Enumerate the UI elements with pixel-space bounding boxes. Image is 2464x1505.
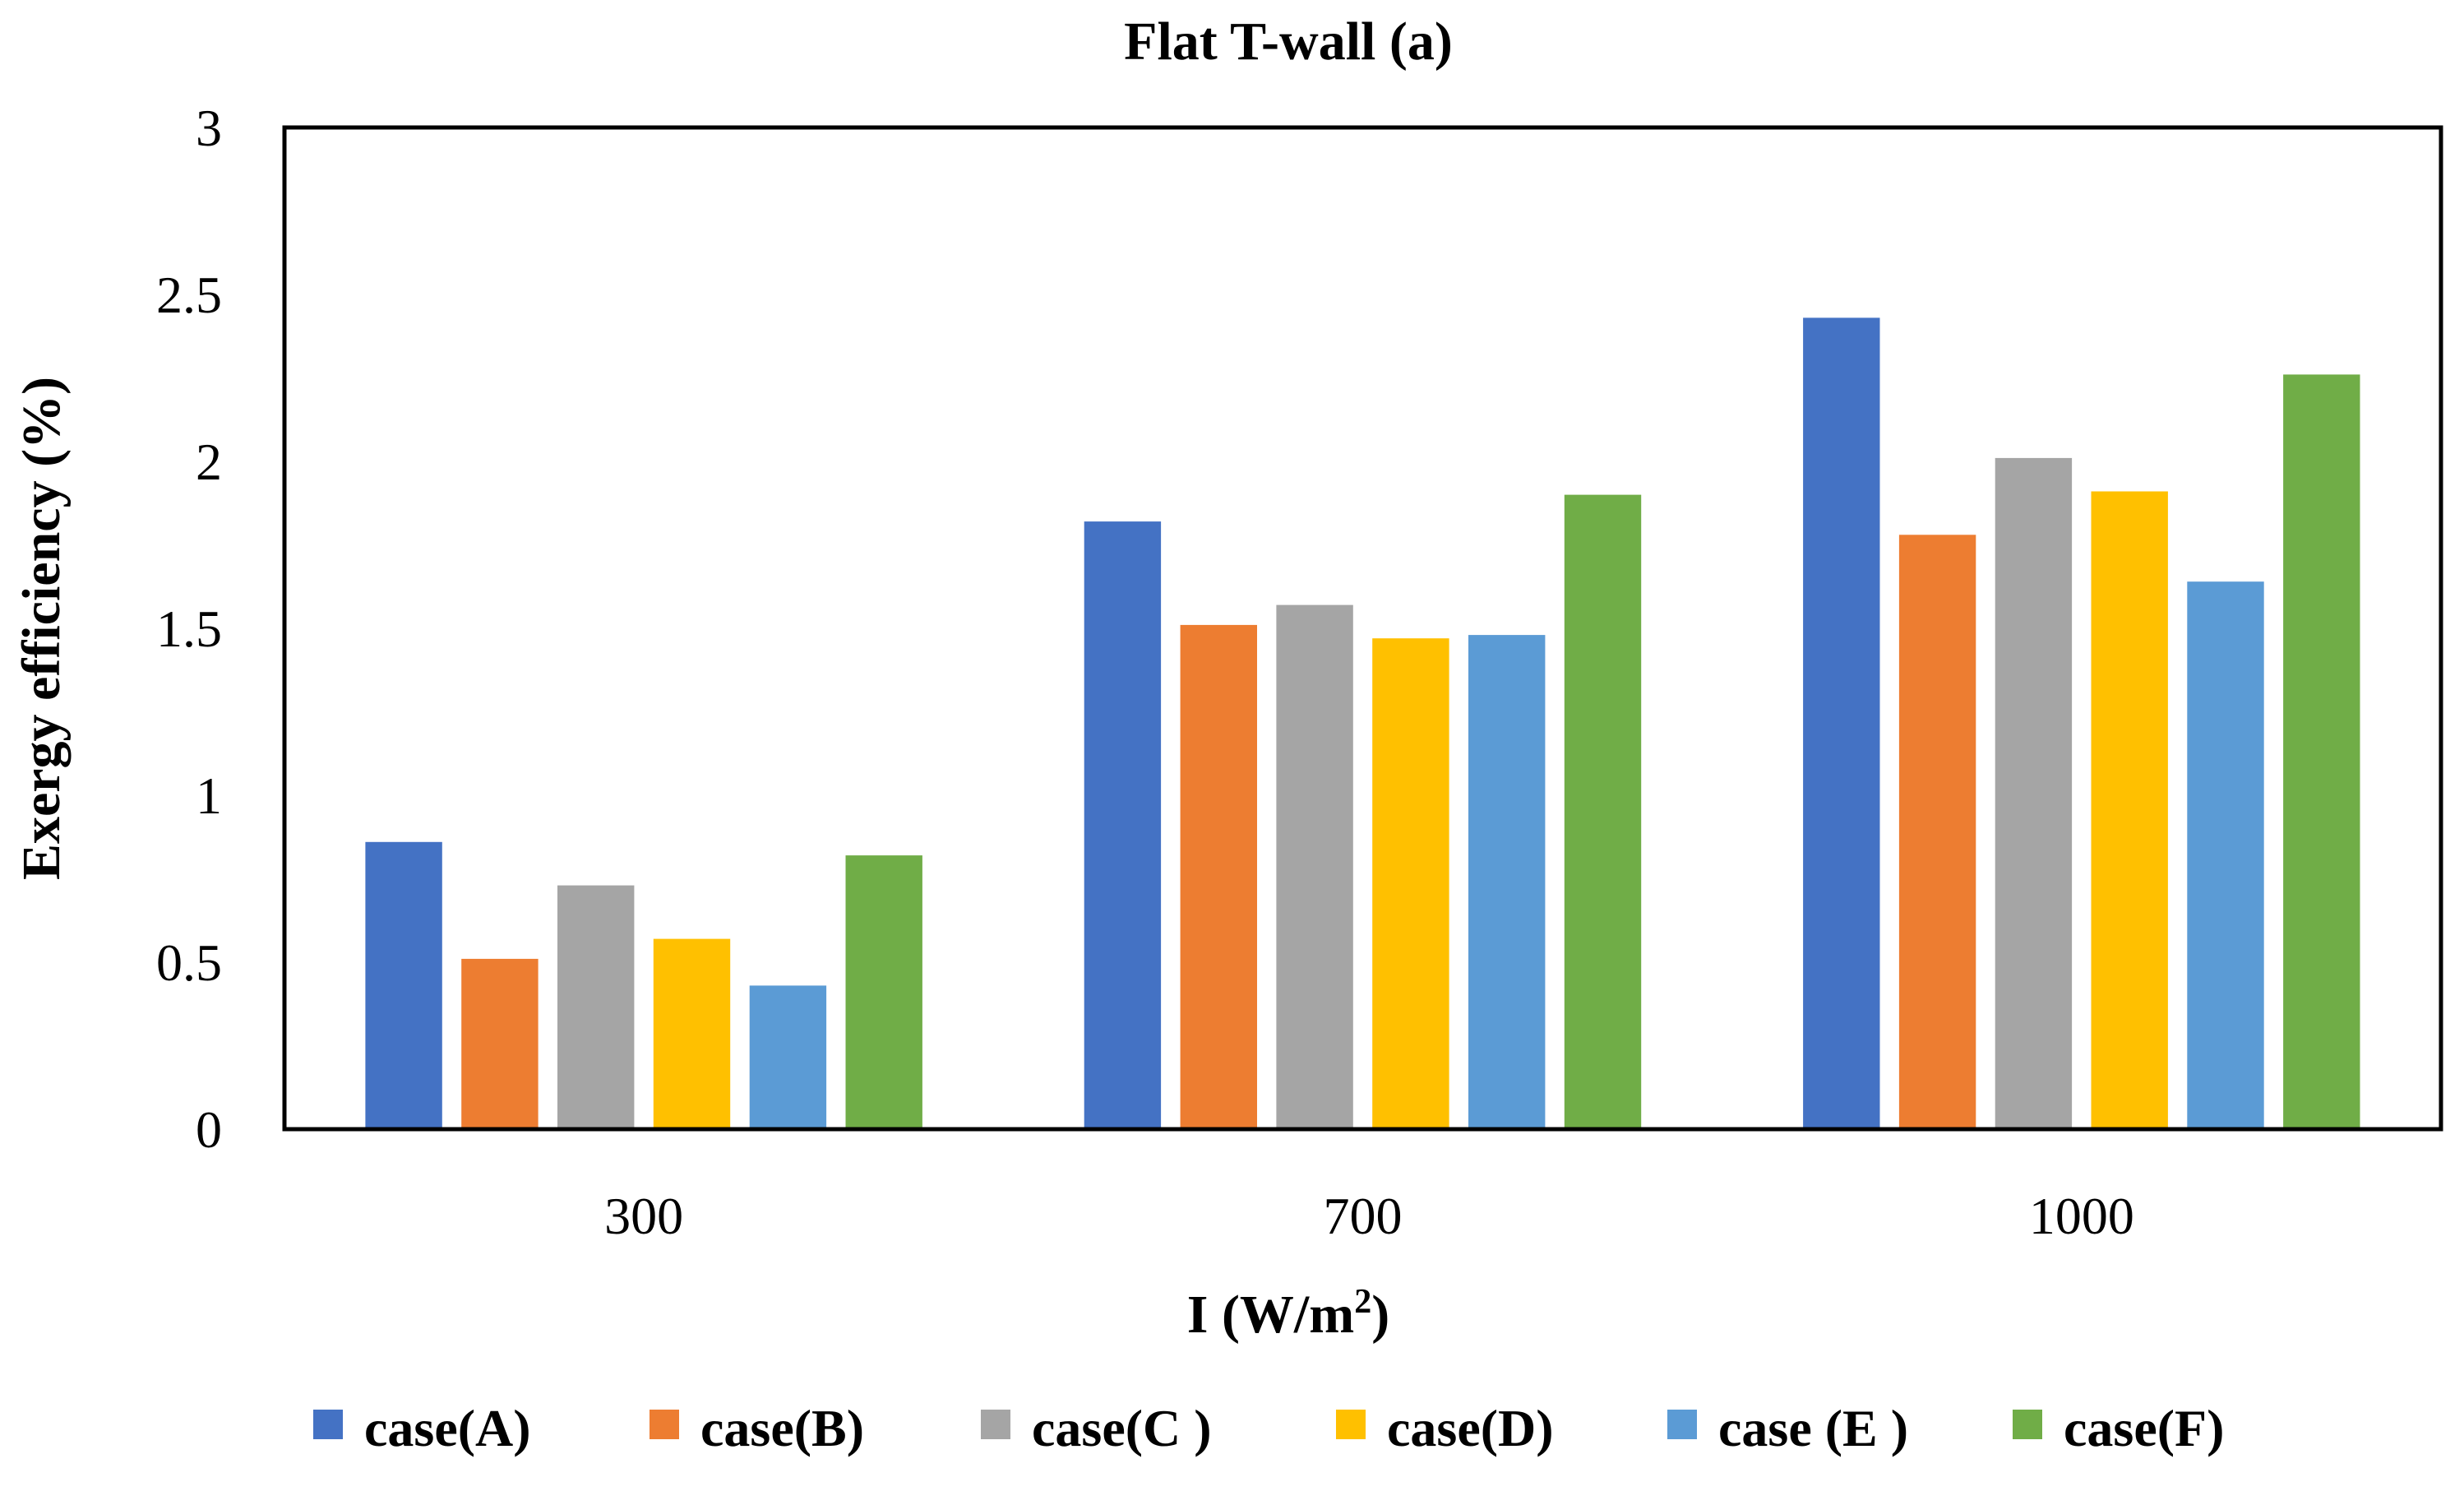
legend-swatch <box>1667 1410 1697 1439</box>
bar <box>365 841 442 1129</box>
legend-label: case(B) <box>700 1399 864 1457</box>
legend: case(A) case(B) case(C ) case(D) case (E ) ca… <box>313 1399 2224 1457</box>
legend-label: case(A) <box>364 1399 531 1457</box>
y-axis-label: Exergy efficiency (%) <box>12 377 72 880</box>
bar <box>2283 374 2360 1129</box>
legend-item: case(B) <box>650 1399 864 1457</box>
bar <box>1468 635 1546 1129</box>
bars <box>365 317 2360 1129</box>
x-axis-label: I (W/m2) <box>1187 1283 1389 1345</box>
bar <box>845 855 922 1129</box>
x-axis-label-main: I (W/m <box>1187 1285 1354 1345</box>
y-tick-label: 2 <box>196 433 222 491</box>
bar <box>1372 638 1449 1129</box>
legend-label: case(D) <box>1387 1399 1554 1457</box>
x-tick-label: 1000 <box>2029 1187 2134 1245</box>
legend-item: case (E ) <box>1667 1399 1908 1457</box>
bar <box>461 958 539 1129</box>
chart-title: Flat T-wall (a) <box>1124 12 1453 72</box>
bar <box>1995 457 2073 1129</box>
legend-item: case(C ) <box>981 1399 1212 1457</box>
y-tick-label: 3 <box>196 99 222 157</box>
y-tick-label: 0 <box>196 1100 222 1159</box>
bar <box>1276 604 1353 1129</box>
legend-item: case(A) <box>313 1399 531 1457</box>
bar <box>1803 317 1880 1129</box>
y-tick-label: 1.5 <box>156 600 222 658</box>
x-axis-label-superscript: 2 <box>1354 1283 1371 1321</box>
legend-label: case(F) <box>2064 1399 2224 1457</box>
x-tick-labels: 300 700 1000 <box>604 1187 2134 1245</box>
bar <box>653 938 731 1129</box>
y-tick-label: 2.5 <box>156 266 222 324</box>
bar <box>557 885 635 1129</box>
bar <box>1084 521 1162 1129</box>
legend-swatch <box>313 1410 343 1439</box>
legend-label: case (E ) <box>1718 1399 1908 1457</box>
legend-item: case(F) <box>2013 1399 2224 1457</box>
legend-swatch <box>2013 1410 2042 1439</box>
bar <box>749 985 827 1129</box>
x-tick-label: 700 <box>1324 1187 1403 1245</box>
plot-area-frame <box>282 125 2443 1132</box>
legend-label: case(C ) <box>1032 1399 1212 1457</box>
x-tick-label: 300 <box>604 1187 683 1245</box>
bar <box>2091 491 2168 1129</box>
legend-item: case(D) <box>1336 1399 1554 1457</box>
bar <box>1898 535 1976 1129</box>
bar <box>1564 494 1642 1129</box>
legend-swatch <box>1336 1410 1366 1439</box>
bar <box>1180 624 1257 1129</box>
bar <box>2187 581 2264 1129</box>
legend-swatch <box>981 1410 1010 1439</box>
y-tick-label: 0.5 <box>156 933 222 992</box>
legend-swatch <box>650 1410 679 1439</box>
x-axis-label-end: ) <box>1371 1285 1389 1345</box>
y-tick-labels: 0 0.5 1 1.5 2 2.5 3 <box>156 99 222 1159</box>
y-tick-label: 1 <box>196 766 222 825</box>
